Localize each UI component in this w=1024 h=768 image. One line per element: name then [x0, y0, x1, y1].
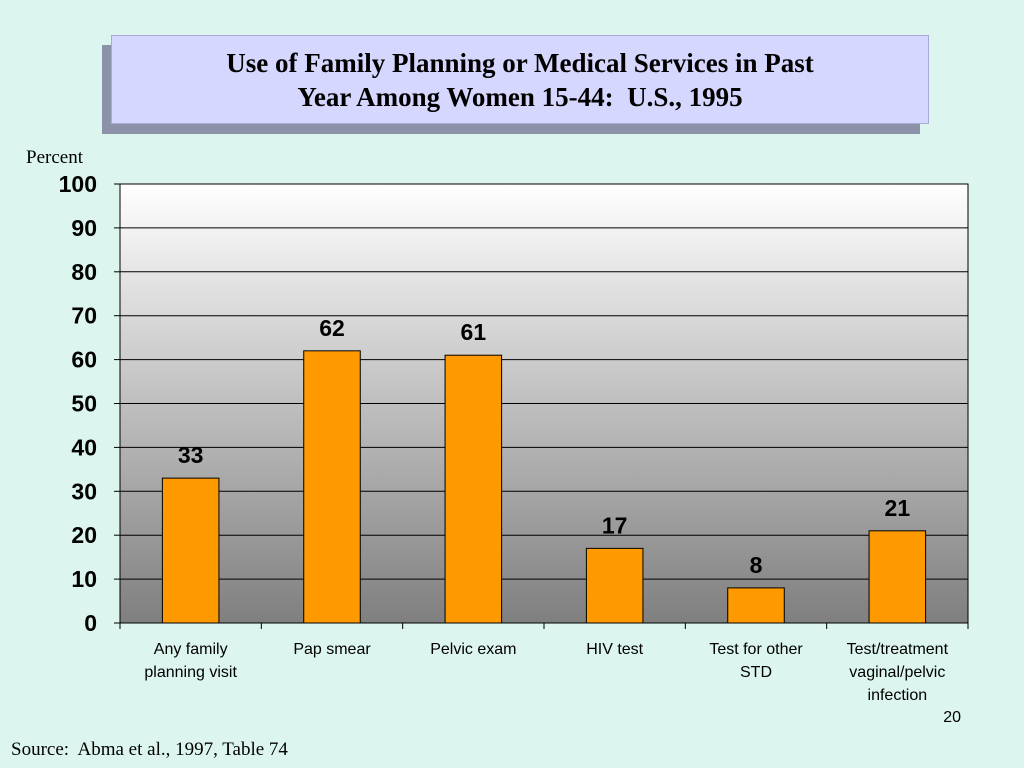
y-axis-label: Percent	[26, 147, 83, 168]
x-category-label: Test/treatment	[847, 641, 949, 658]
x-category-label: Test for other	[709, 641, 803, 658]
x-category-label: Pap smear	[293, 641, 371, 658]
title-line-1: Use of Family Planning or Medical Servic…	[226, 47, 814, 78]
data-labels: 33 62 61 17 8 21	[178, 315, 910, 578]
source-citation: Source: Abma et al., 1997, Table 74	[11, 739, 288, 760]
x-category-labels: Any family planning visit Pap smear Pelvic …	[144, 641, 948, 704]
y-tick-label: 40	[71, 434, 97, 460]
x-category-label: vaginal/pelvic	[849, 664, 945, 681]
axes	[114, 183, 969, 629]
data-label: 8	[750, 552, 763, 578]
y-tick-label: 60	[71, 347, 97, 373]
title-line-2: Year Among Women 15-44: U.S., 1995	[297, 81, 743, 112]
bar	[868, 530, 927, 624]
y-tick-label: 50	[71, 391, 97, 417]
y-tick-label: 0	[84, 610, 97, 636]
y-tick-label: 10	[71, 566, 97, 592]
bar	[161, 477, 220, 624]
bar	[444, 354, 503, 624]
bar	[585, 547, 644, 624]
x-category-label: Any family	[154, 641, 228, 658]
x-category-label: STD	[740, 664, 772, 681]
y-tick-label: 20	[71, 522, 97, 548]
slide-number: 20	[943, 709, 961, 726]
data-label: 62	[319, 315, 345, 341]
data-label: 21	[885, 495, 911, 521]
data-label: 61	[461, 319, 487, 345]
y-tick-label: 70	[71, 303, 97, 329]
y-tick-label: 30	[71, 478, 97, 504]
y-tick-label: 80	[71, 259, 97, 285]
data-label: 33	[178, 442, 204, 468]
x-category-label: Pelvic exam	[430, 641, 516, 658]
bar	[303, 350, 361, 624]
x-category-label: infection	[868, 687, 928, 704]
y-tick-label: 90	[71, 215, 97, 241]
title-box: Use of Family Planning or Medical Servic…	[111, 35, 929, 124]
gridlines	[120, 227, 968, 580]
y-tick-label: 100	[59, 171, 97, 197]
x-category-label: planning visit	[144, 664, 237, 681]
x-category-label: HIV test	[586, 641, 643, 658]
y-tick-labels: 0 10 20 30 40 50 60 70 80 90 100	[59, 171, 97, 636]
bars	[161, 350, 927, 624]
bar	[727, 587, 785, 624]
data-label: 17	[602, 512, 628, 538]
